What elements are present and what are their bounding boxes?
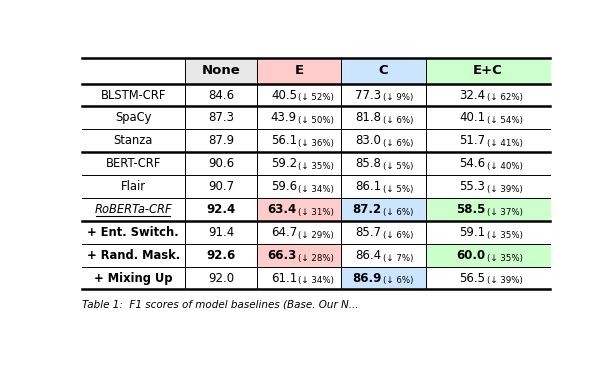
Text: (↓ 6%): (↓ 6%)	[383, 276, 413, 285]
Text: 59.1: 59.1	[459, 226, 485, 239]
Text: (↓ 6%): (↓ 6%)	[383, 139, 413, 148]
Text: 77.3: 77.3	[355, 89, 381, 102]
Text: 60.0: 60.0	[456, 249, 485, 262]
Text: + Mixing Up: + Mixing Up	[94, 271, 172, 285]
Bar	[341, 267, 426, 290]
Text: (↓ 35%): (↓ 35%)	[298, 162, 334, 171]
Text: (↓ 28%): (↓ 28%)	[298, 253, 334, 262]
Bar	[341, 58, 426, 83]
Text: 86.9: 86.9	[352, 271, 381, 285]
Bar	[257, 244, 341, 267]
Text: BLSTM-CRF: BLSTM-CRF	[100, 89, 166, 102]
Text: Stanza: Stanza	[113, 134, 153, 147]
Text: (↓ 54%): (↓ 54%)	[487, 116, 522, 125]
Text: 90.7: 90.7	[208, 180, 234, 193]
Text: 83.0: 83.0	[355, 134, 381, 147]
Text: (↓ 29%): (↓ 29%)	[298, 231, 334, 240]
Text: 84.6: 84.6	[208, 89, 234, 102]
Text: SpaCy: SpaCy	[115, 111, 152, 124]
Text: (↓ 36%): (↓ 36%)	[298, 139, 334, 148]
Text: 32.4: 32.4	[459, 89, 485, 102]
Text: 91.4: 91.4	[208, 226, 234, 239]
Text: 54.6: 54.6	[459, 157, 485, 170]
Text: 85.7: 85.7	[355, 226, 381, 239]
Text: (↓ 34%): (↓ 34%)	[298, 185, 334, 194]
Text: (↓ 50%): (↓ 50%)	[298, 116, 334, 125]
Bar	[426, 198, 549, 221]
Text: RoBERTa-CRF: RoBERTa-CRF	[94, 203, 172, 216]
Text: + Rand. Mask.: + Rand. Mask.	[87, 249, 180, 262]
Text: 86.4: 86.4	[355, 249, 381, 262]
Text: E+C: E+C	[472, 64, 503, 77]
Text: Flair: Flair	[121, 180, 146, 193]
Text: (↓ 40%): (↓ 40%)	[487, 162, 522, 171]
Text: 59.6: 59.6	[271, 180, 297, 193]
Text: (↓ 62%): (↓ 62%)	[487, 94, 522, 102]
Text: 56.5: 56.5	[460, 271, 485, 285]
Text: 87.3: 87.3	[208, 111, 234, 124]
Text: 40.1: 40.1	[459, 111, 485, 124]
Text: 58.5: 58.5	[456, 203, 485, 216]
Text: 40.5: 40.5	[271, 89, 297, 102]
Text: 81.8: 81.8	[355, 111, 381, 124]
Text: 64.7: 64.7	[270, 226, 297, 239]
Text: 51.7: 51.7	[459, 134, 485, 147]
Text: (↓ 39%): (↓ 39%)	[487, 185, 522, 194]
Text: 43.9: 43.9	[271, 111, 297, 124]
Text: 92.0: 92.0	[208, 271, 234, 285]
Bar	[426, 58, 549, 83]
Text: (↓ 41%): (↓ 41%)	[487, 139, 522, 148]
Text: (↓ 39%): (↓ 39%)	[487, 276, 522, 285]
Text: 59.2: 59.2	[271, 157, 297, 170]
Bar	[257, 58, 341, 83]
Text: 92.4: 92.4	[206, 203, 235, 216]
Text: C: C	[379, 64, 388, 77]
Text: 56.1: 56.1	[271, 134, 297, 147]
Text: (↓ 6%): (↓ 6%)	[383, 208, 413, 217]
Text: (↓ 9%): (↓ 9%)	[383, 94, 413, 102]
Text: 66.3: 66.3	[268, 249, 297, 262]
Text: (↓ 37%): (↓ 37%)	[487, 208, 522, 217]
Bar	[257, 198, 341, 221]
Bar	[426, 244, 549, 267]
Text: 90.6: 90.6	[208, 157, 234, 170]
Text: 61.1: 61.1	[270, 271, 297, 285]
Text: 85.8: 85.8	[355, 157, 381, 170]
Text: 92.6: 92.6	[206, 249, 235, 262]
Text: 55.3: 55.3	[460, 180, 485, 193]
Text: (↓ 7%): (↓ 7%)	[383, 253, 413, 262]
Text: (↓ 34%): (↓ 34%)	[298, 276, 334, 285]
Text: 87.9: 87.9	[208, 134, 234, 147]
Bar	[185, 58, 257, 83]
Text: E: E	[295, 64, 304, 77]
Text: (↓ 52%): (↓ 52%)	[298, 94, 334, 102]
Text: 86.1: 86.1	[355, 180, 381, 193]
Text: (↓ 5%): (↓ 5%)	[383, 162, 413, 171]
Text: Table 1:  F1 scores of model baselines (Base. Our N...: Table 1: F1 scores of model baselines (B…	[82, 300, 359, 309]
Text: (↓ 35%): (↓ 35%)	[487, 231, 522, 240]
Text: (↓ 5%): (↓ 5%)	[383, 185, 413, 194]
Text: (↓ 6%): (↓ 6%)	[383, 231, 413, 240]
Text: None: None	[201, 64, 240, 77]
Text: 63.4: 63.4	[268, 203, 297, 216]
Text: (↓ 31%): (↓ 31%)	[298, 208, 334, 217]
Text: (↓ 35%): (↓ 35%)	[487, 253, 522, 262]
Text: BERT-CRF: BERT-CRF	[105, 157, 161, 170]
Text: + Ent. Switch.: + Ent. Switch.	[87, 226, 179, 239]
Text: 87.2: 87.2	[352, 203, 381, 216]
Text: (↓ 6%): (↓ 6%)	[383, 116, 413, 125]
Bar	[341, 198, 426, 221]
